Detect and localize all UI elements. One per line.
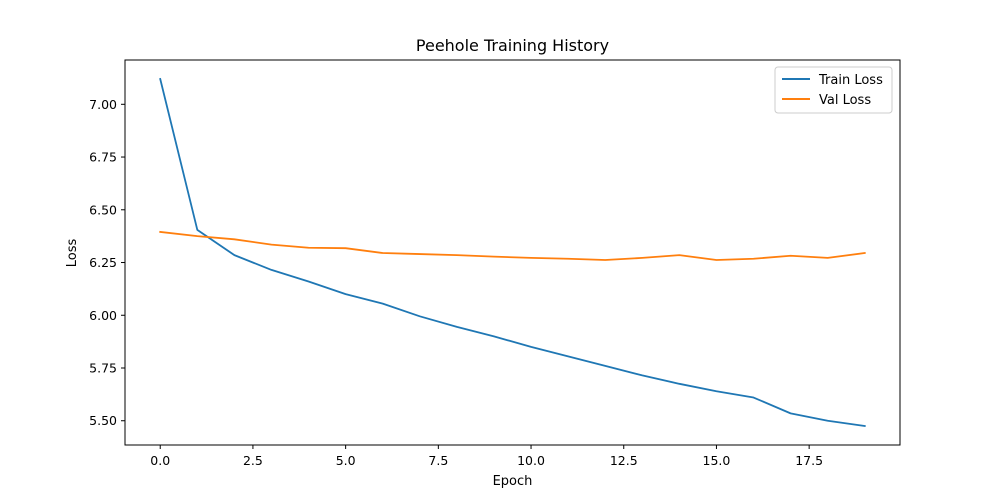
- x-tick-label: 7.5: [428, 453, 448, 468]
- y-tick-label: 5.50: [89, 413, 117, 428]
- y-axis-label: Loss: [65, 239, 80, 268]
- x-tick-label: 0.0: [150, 453, 170, 468]
- x-tick-label: 5.0: [336, 453, 356, 468]
- y-tick-label: 6.25: [89, 255, 117, 270]
- x-axis-label: Epoch: [493, 474, 533, 489]
- chart-title: Peehole Training History: [416, 36, 609, 55]
- x-axis-ticks: 0.0 2.5 5.0 7.5 10.0 12.5 15.0 17.5: [150, 445, 823, 468]
- y-tick-label: 6.00: [89, 308, 117, 323]
- x-tick-label: 10.0: [517, 453, 545, 468]
- x-tick-label: 2.5: [243, 453, 263, 468]
- series-line-train-loss: [159, 77, 866, 428]
- x-tick-label: 17.5: [795, 453, 823, 468]
- x-tick-label: 12.5: [610, 453, 638, 468]
- series-lines: [159, 77, 866, 428]
- series-line-val-loss: [159, 230, 866, 261]
- plot-frame: [124, 59, 901, 446]
- legend-label-train-loss: Train Loss: [818, 73, 883, 88]
- y-tick-label: 7.00: [89, 97, 117, 112]
- plot-area: [125, 60, 900, 445]
- legend-label-val-loss: Val Loss: [819, 93, 871, 108]
- y-tick-label: 6.50: [89, 202, 117, 217]
- x-tick-label: 15.0: [703, 453, 731, 468]
- y-axis-ticks: 5.50 5.75 6.00 6.25 6.50 6.75 7.00: [89, 97, 125, 428]
- y-tick-label: 5.75: [89, 361, 117, 376]
- legend: Train Loss Val Loss: [774, 66, 893, 114]
- y-tick-label: 6.75: [89, 150, 117, 165]
